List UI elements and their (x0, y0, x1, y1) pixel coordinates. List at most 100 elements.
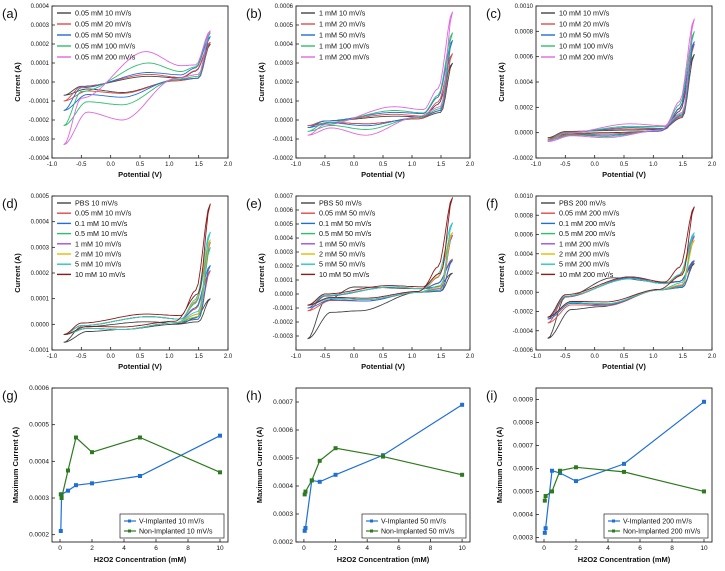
x-tick-label: 2.0 (466, 162, 475, 168)
legend-marker (612, 529, 615, 533)
series-line-6 (307, 222, 454, 306)
series-line-0 (304, 404, 463, 531)
x-tick-label: -1.0 (531, 354, 542, 360)
data-point (218, 433, 222, 438)
y-tick-label: -0.0002 (513, 310, 534, 316)
panel-label: (b) (246, 6, 262, 21)
y-axis-label: Current (A) (257, 253, 266, 293)
x-tick-label: 1.5 (437, 162, 446, 168)
data-point (317, 479, 322, 484)
x-axis-label: Potential (V) (361, 362, 405, 371)
y-tick-label: 0.0002 (29, 532, 49, 539)
x-tick-label: -1.0 (291, 162, 302, 168)
x-tick-label: 10 (700, 545, 708, 552)
x-tick-label: 1.0 (165, 162, 174, 168)
data-point (58, 492, 63, 497)
legend-label: 0.5 mM 200 mV/s (559, 229, 616, 238)
x-tick-label: 2.0 (224, 354, 233, 360)
series-group (307, 197, 454, 340)
data-point (460, 402, 465, 407)
x-tick-label: 1.5 (437, 354, 446, 360)
x-tick-label: 1.5 (194, 354, 203, 360)
legend-label: 2 mM 50 mV/s (319, 250, 366, 259)
x-tick-label: 8 (670, 545, 674, 552)
legend-marker (612, 519, 615, 523)
legend: PBS 200 mV/s0.05 mM 200 mV/s0.1 mM 200 m… (541, 199, 620, 279)
x-tick-label: 0.5 (620, 162, 629, 168)
y-tick-label: 0.0000 (515, 290, 534, 296)
y-tick-label: -0.0001 (273, 137, 294, 143)
x-tick-label: 0.5 (136, 162, 145, 168)
series-line-4 (547, 18, 695, 142)
legend-marker (128, 519, 131, 523)
series-line-0 (63, 298, 211, 343)
series-group (542, 399, 706, 535)
panel-label: (a) (2, 6, 18, 21)
legend-label: 1 mM 10 mV/s (75, 239, 122, 248)
y-tick-label: 0.0006 (515, 55, 534, 61)
data-point (66, 488, 70, 493)
series-line-2 (63, 36, 211, 111)
y-tick-label: 0.0001 (275, 278, 294, 284)
y-tick-label: 0.0006 (515, 233, 534, 239)
legend-label: 1 mM 200 mV/s (559, 239, 610, 248)
y-tick-label: 0.0010 (515, 4, 534, 10)
data-point (138, 474, 142, 478)
data-point (702, 489, 706, 494)
x-tick-label: 0.5 (379, 354, 388, 360)
y-tick-label: 0.0008 (515, 213, 534, 219)
y-tick-label: 0.0005 (273, 455, 293, 462)
legend-label: V-Implanted 200 mV/s (623, 519, 692, 526)
panel-label: (g) (2, 388, 18, 403)
legend-marker (128, 529, 131, 533)
legend: PBS 50 mV/s0.05 mM 50 mV/s0.1 mM 50 mV/s… (301, 199, 376, 279)
legend-label: 1 mM 20 mV/s (319, 20, 366, 29)
legend-label: 1 mM 200 mV/s (319, 53, 370, 62)
legend-label: 10 mM 200 mV/s (559, 53, 614, 62)
y-tick-label: 0.0004 (515, 80, 534, 86)
data-point (303, 526, 308, 530)
x-tick-label: 1.5 (194, 162, 203, 168)
x-axis-label: H2O2 Concentration (mM) (578, 555, 671, 564)
x-axis-label: Potential (V) (602, 362, 646, 371)
data-point (90, 450, 94, 455)
series-line-7 (547, 206, 695, 318)
plot-frame (535, 5, 713, 159)
series-line-3 (63, 32, 211, 127)
x-tick-label: 1.5 (678, 354, 687, 360)
legend-label: PBS 50 mV/s (319, 199, 362, 208)
data-point (543, 526, 548, 531)
data-point (574, 465, 578, 470)
legend-label: PBS 10 mV/s (75, 199, 118, 208)
y-tick-label: 0.0003 (273, 511, 293, 518)
x-tick-label: 0.0 (350, 354, 359, 360)
y-tick-label: 0.0003 (31, 245, 50, 251)
plot-frame (51, 195, 229, 351)
panel-f: (f)-0.0006-0.0004-0.00020.00000.00020.00… (486, 194, 717, 371)
data-point (381, 454, 385, 459)
data-point (460, 472, 465, 477)
y-tick-label: 0.0004 (31, 4, 50, 10)
data-point (138, 435, 142, 440)
x-axis-label: Potential (V) (118, 362, 162, 371)
series-group (547, 18, 695, 142)
series-line-0 (63, 43, 211, 96)
legend-label: 0.05 mM 10 mV/s (75, 9, 132, 18)
x-tick-label: 0.5 (379, 162, 388, 168)
legend-label: 2 mM 200 mV/s (559, 250, 610, 259)
y-tick-label: -0.0002 (273, 156, 294, 162)
x-tick-label: 2 (574, 545, 578, 552)
legend-label: 10 mM 200 mV/s (559, 270, 614, 279)
x-tick-label: -0.5 (320, 354, 331, 360)
legend-label: 0.5 mM 50 mV/s (319, 229, 372, 238)
y-tick-label: 0.0002 (275, 264, 294, 270)
y-tick-label: 0.0000 (31, 80, 50, 86)
data-point (66, 468, 70, 473)
x-tick-label: -1.0 (47, 354, 58, 360)
plot-frame (295, 5, 471, 159)
series-group (63, 203, 211, 343)
x-axis-label: H2O2 Concentration (mM) (94, 555, 187, 564)
legend: 10 mM 10 mV/s 10 mM 20 mV/s 10 mM 50 mV/s 1… (541, 9, 614, 62)
x-tick-label: 0.5 (620, 354, 629, 360)
y-tick-label: 0.0004 (275, 42, 294, 48)
